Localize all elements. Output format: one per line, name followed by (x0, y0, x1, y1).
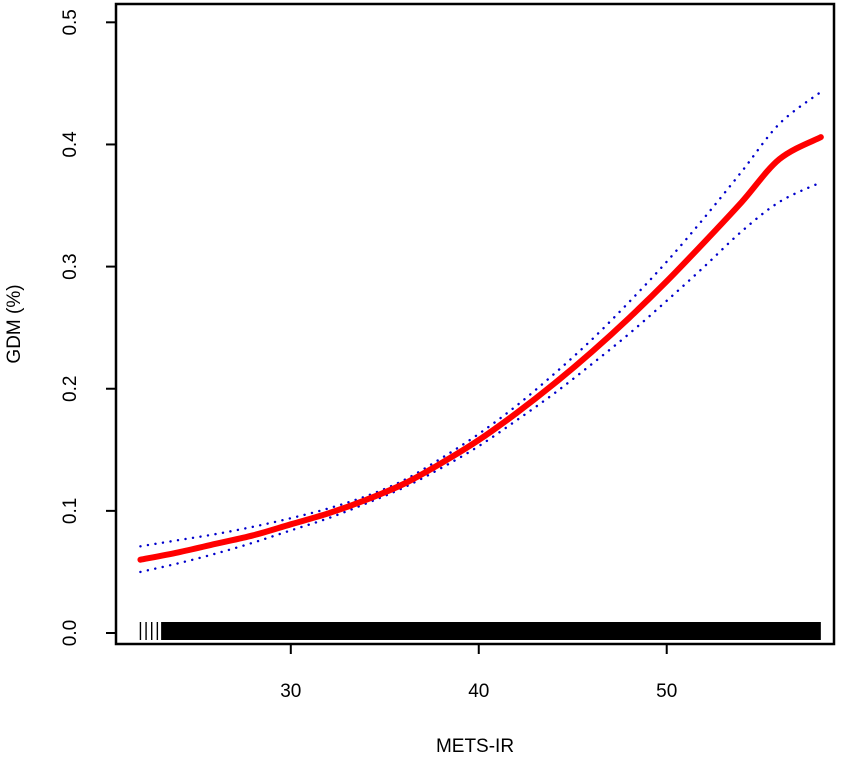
series-lines (137, 90, 824, 574)
x-tick-label: 40 (468, 681, 489, 702)
plot-frame (114, 2, 836, 646)
series-line-estimate (137, 134, 824, 563)
y-tick-label: 0.3 (60, 253, 81, 279)
rug-marks (139, 622, 821, 640)
y-tick-label: 0.4 (60, 131, 81, 158)
x-axis-title: METS-IR (436, 736, 514, 757)
y-tick-label: 0.0 (60, 620, 81, 646)
y-axis-title: GDM (%) (4, 284, 25, 363)
rug-dense-block (161, 622, 821, 640)
y-axis: 0.0 0.1 0.2 0.3 0.4 0.5 (60, 9, 116, 646)
x-axis: 30 40 50 (280, 644, 677, 702)
x-tick-label: 30 (280, 681, 301, 702)
y-tick-label: 0.5 (60, 9, 81, 35)
series-line-lower-ci (139, 181, 823, 574)
series-line-upper-ci (139, 90, 823, 548)
y-tick-label: 0.1 (60, 498, 81, 524)
y-tick-label: 0.2 (60, 376, 81, 402)
x-tick-label: 50 (656, 681, 677, 702)
